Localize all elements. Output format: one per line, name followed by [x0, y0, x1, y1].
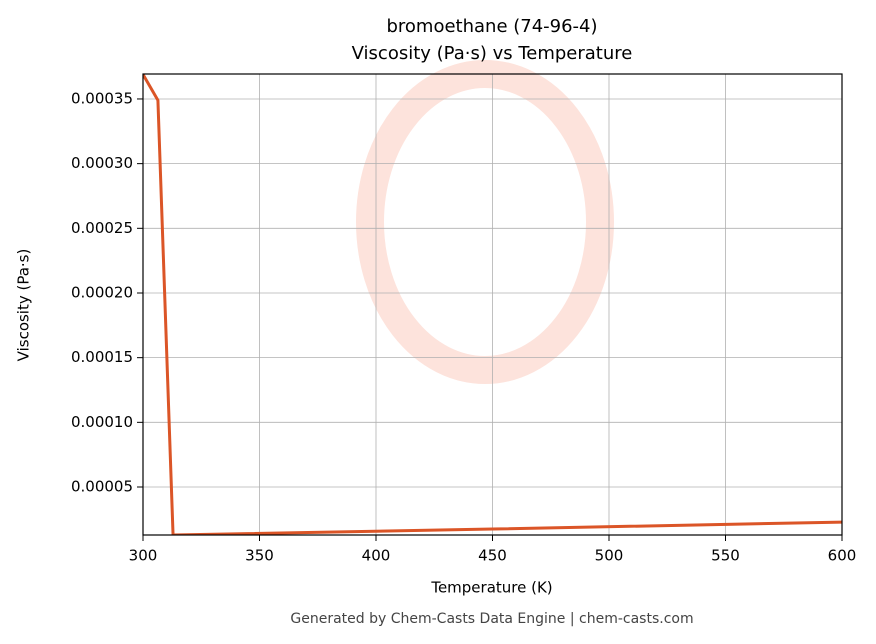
y-tick-label: 0.00005 [71, 478, 133, 496]
y-tick-label: 0.00025 [71, 219, 133, 237]
y-tick-label: 0.00015 [71, 348, 133, 366]
x-tick-label: 450 [478, 547, 507, 565]
x-axis-label: Temperature (K) [430, 579, 552, 597]
chart-subtitle: Viscosity (Pa·s) vs Temperature [352, 43, 633, 64]
x-tick-label: 300 [129, 547, 158, 565]
y-tick-label: 0.00010 [71, 413, 133, 431]
y-tick-label: 0.00030 [71, 154, 133, 172]
y-tick-label: 0.00020 [71, 283, 133, 301]
y-tick-label: 0.00035 [71, 89, 133, 107]
x-tick-label: 500 [595, 547, 624, 565]
x-tick-label: 350 [245, 547, 274, 565]
x-tick-label: 550 [711, 547, 740, 565]
watermark [356, 60, 614, 384]
y-axis-label: Viscosity (Pa·s) [15, 249, 33, 362]
plot-frame [142, 73, 843, 536]
chart-title: bromoethane (74-96-4) [386, 16, 597, 37]
data-line [143, 74, 842, 535]
x-tick-label: 400 [362, 547, 391, 565]
footer: Generated by Chem-Casts Data Engine | ch… [290, 611, 693, 627]
x-tick-label: 600 [828, 547, 857, 565]
